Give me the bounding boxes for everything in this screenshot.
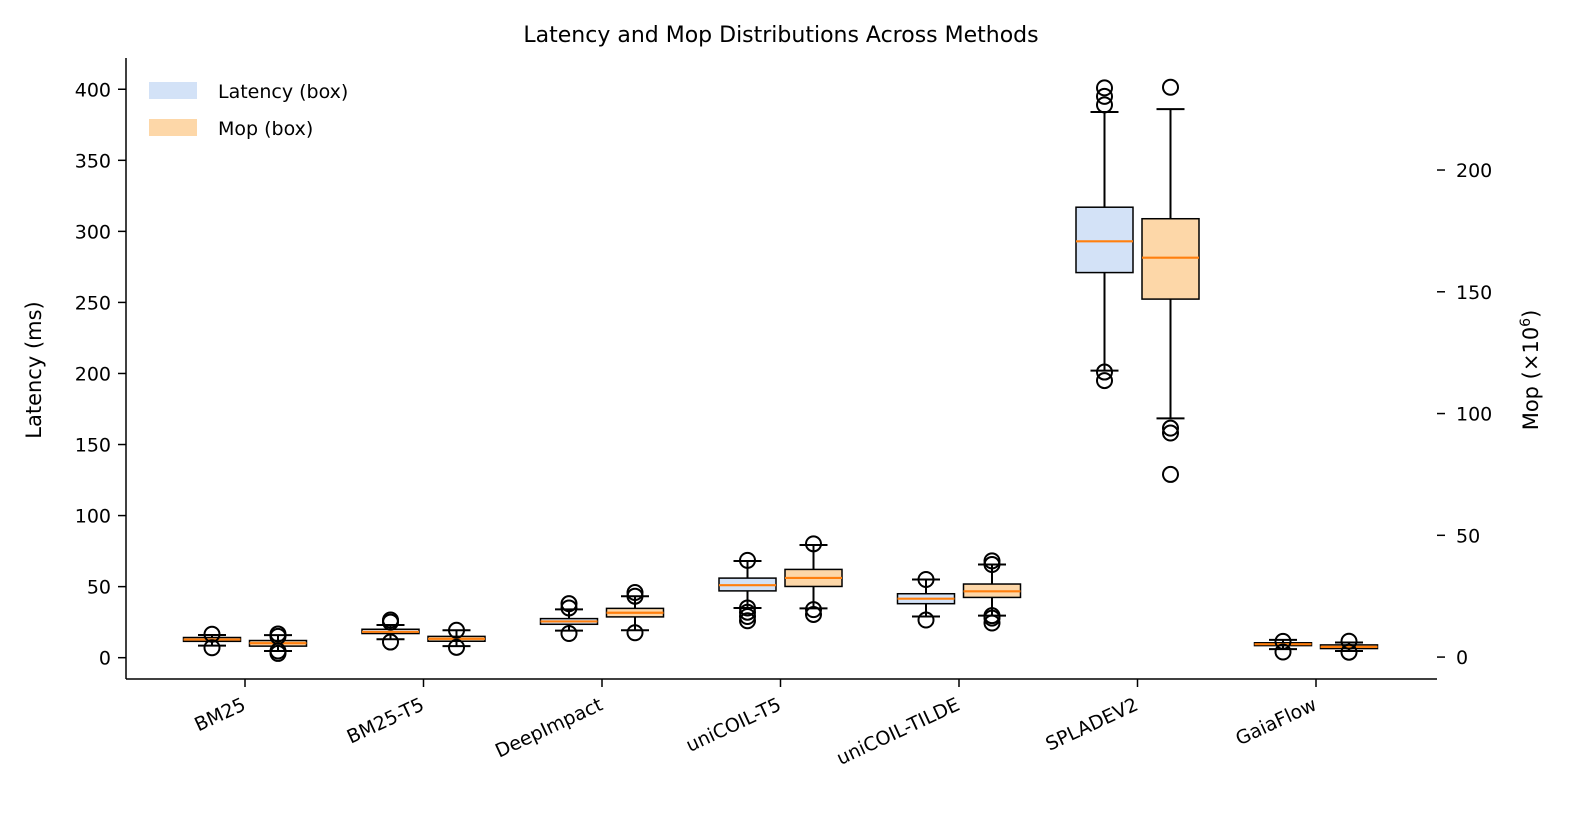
latency-outlier [203,639,221,657]
mop-outlier [983,552,1001,570]
mop-box-group-spladev2 [1141,78,1200,483]
y-left-tick-label: 350 [75,150,111,172]
mop-box-group-bm25-t5 [427,621,486,656]
mop-outlier [805,601,822,619]
mop-outlier [626,584,644,602]
latency-outlier [1274,643,1292,661]
latency-outlier [1096,96,1113,114]
mop-outlier [1162,78,1179,96]
x-tick-label-bm25: BM25 [191,694,249,737]
mop-box-group-deepimpact [605,584,665,642]
latency-outlier [1096,372,1113,390]
mop-outlier [448,638,465,656]
legend: Latency (box) Mop (box) [149,81,348,140]
x-tick-label-deepimpact: DeepImpact [492,694,606,763]
y-axis-right-label-sup: 6 [1518,318,1534,327]
y-axis-right-label-end: ) [1519,310,1543,318]
mop-box-group-bm25 [248,625,308,662]
latency-outlier [739,599,756,617]
latency-outlier [560,625,578,643]
mop-box [1141,217,1200,300]
y-left-tick-label: 150 [75,435,111,457]
y-right-tick-label: 150 [1456,282,1492,304]
axes-layer: 0 50 100 150 200 250 300 350 400 0 50 100 150 200 BM25… [75,58,1492,770]
mop-outlier [1162,424,1179,442]
mop-outlier [269,625,287,643]
x-tick-label-bm25-t5: BM25-T5 [344,694,428,749]
latency-outlier [739,607,756,625]
latency-outlier [382,611,399,629]
legend-label-mop: Mop (box) [218,118,313,140]
latency-outlier [1096,79,1113,97]
legend-label-latency: Latency (box) [218,81,348,103]
mop-outlier [1340,643,1358,661]
y-right-tick-label: 0 [1456,647,1468,669]
y-left-tick-label: 200 [75,363,111,385]
x-tick-label-unicoil-tilde: uniCOIL-TILDE [833,694,963,770]
x-tick-label-gaiaflow: GaiaFlow [1232,694,1320,751]
latency-outlier [1274,632,1292,650]
latency-outlier [739,551,756,569]
mop-outlier [805,535,822,553]
latency-box [1075,206,1134,274]
latency-outlier [560,595,578,613]
latency-outlier [560,599,578,617]
mop-box-group-gaiaflow [1319,632,1379,661]
chart-title: Latency and Mop Distributions Across Met… [523,23,1038,48]
latency-outlier [382,633,399,651]
mop-outlier [448,621,465,639]
y-left-tick-label: 250 [75,292,111,314]
latency-box-group-unicoil-tilde [896,571,956,629]
latency-outlier [917,571,935,589]
latency-outlier [1096,363,1113,381]
latency-outlier [203,625,221,643]
legend-swatch-mop [149,119,197,136]
mop-outlier [805,605,822,623]
latency-outlier [739,612,756,630]
y-axis-left-label: Latency (ms) [22,301,46,438]
y-axis-right-label-main: Mop (×10 [1519,327,1543,430]
latency-box-group-bm25 [182,625,242,657]
latency-box-group-gaiaflow [1253,632,1313,661]
mop-outlier [983,607,1001,625]
latency-box-group-spladev2 [1075,79,1134,390]
mop-outlier [983,614,1001,632]
x-tick-label-unicoil-t5: uniCOIL-T5 [683,694,785,757]
mop-outlier [1162,465,1179,483]
mop-box-group-unicoil-tilde [962,552,1022,632]
y-left-tick-label: 100 [75,506,111,528]
y-left-tick-label: 300 [75,221,111,243]
plot-layer [182,78,1379,662]
y-left-tick-label: 400 [75,79,111,101]
y-right-tick-label: 200 [1456,160,1492,182]
latency-outlier [739,603,756,621]
x-tick-label-spladev2: SPLADEV2 [1042,694,1141,756]
y-right-tick-label: 100 [1456,404,1492,426]
latency-box-group-bm25-t5 [361,611,420,651]
legend-swatch-latency [149,82,197,99]
latency-outlier [1096,87,1113,105]
latency-box-group-deepimpact [539,595,599,643]
latency-outlier [917,611,935,629]
mop-outlier [1340,632,1358,650]
mop-outlier [626,624,644,642]
y-right-tick-label: 50 [1456,525,1480,547]
y-left-tick-label: 50 [87,577,111,599]
y-axis-right-label: Mop (×106) [1518,310,1543,431]
y-left-tick-label: 0 [99,648,111,670]
mop-outlier [1162,419,1179,437]
latency-box-group-unicoil-t5 [718,551,777,630]
mop-box-group-unicoil-t5 [784,535,843,623]
